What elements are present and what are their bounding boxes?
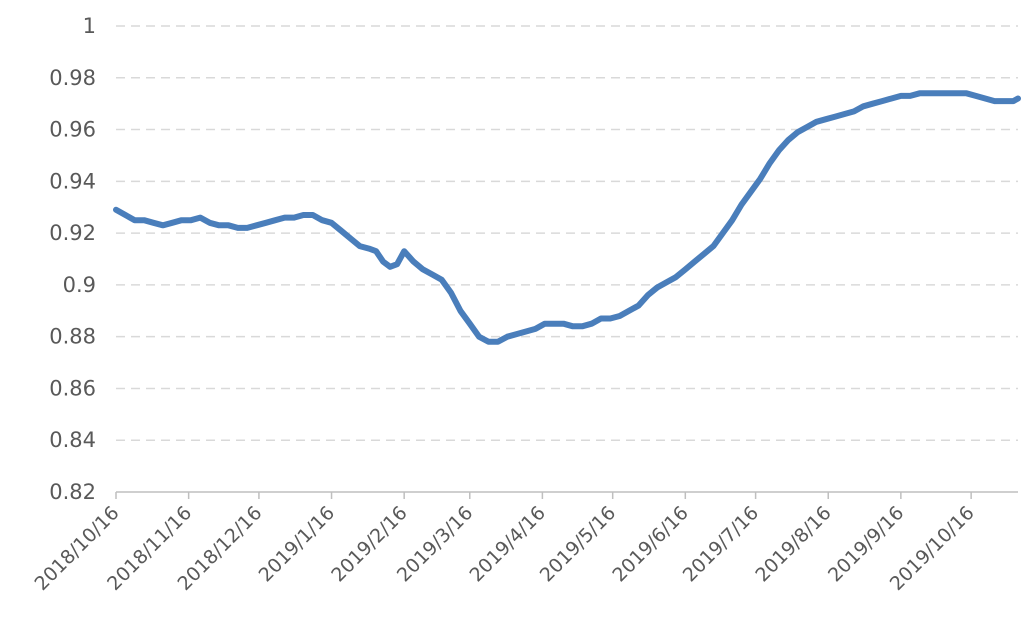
x-tick-label: 2019/1/16	[255, 502, 339, 586]
series-layer	[113, 90, 1021, 345]
y-tick-label: 0.98	[49, 66, 96, 90]
y-tick-label: 0.86	[49, 376, 96, 400]
x-tick-label: 2019/8/16	[751, 502, 835, 586]
y-tick-label: 0.96	[49, 118, 96, 142]
series-line-0	[113, 90, 1021, 345]
y-axis-ticks: 0.82 0.84 0.86 0.88 0.9 0.92 0.94 0.96 0.98 1	[49, 14, 96, 504]
y-tick-label: 0.82	[49, 480, 96, 504]
y-tick-label: 0.92	[49, 221, 96, 245]
y-tick-label: 0.9	[63, 273, 96, 297]
y-tick-label: 0.88	[49, 325, 96, 349]
y-tick-label: 0.84	[49, 428, 96, 452]
y-tick-label: 0.94	[49, 169, 96, 193]
x-tick-label: 2019/5/16	[536, 502, 620, 586]
gridlines	[116, 25, 1018, 441]
x-tick-label: 2019/7/16	[679, 502, 763, 586]
y-tick-label: 1	[83, 14, 96, 38]
x-axis: 2018/10/162018/11/162018/12/162019/1/162…	[31, 491, 1018, 595]
